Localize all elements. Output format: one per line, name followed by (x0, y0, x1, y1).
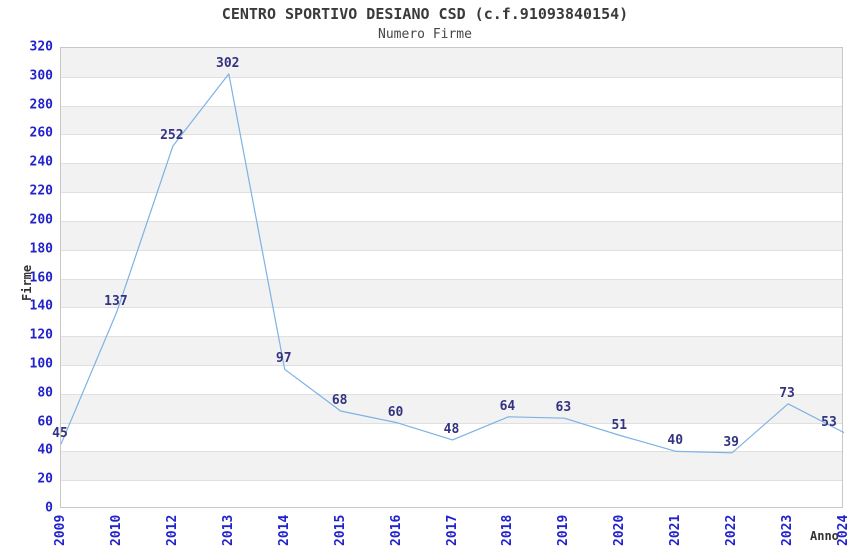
data-point-label: 68 (331, 393, 348, 409)
x-axis-tick-label: 2020 (612, 514, 628, 546)
data-point-label: 60 (387, 404, 404, 420)
x-axis-tick-label: 2010 (108, 514, 124, 546)
data-point-label: 39 (723, 434, 739, 450)
x-axis-tick-label: 2021 (668, 514, 684, 546)
y-axis-tick-label: 200 (29, 212, 53, 228)
x-axis-title: Anno (810, 529, 839, 543)
x-axis-tick-label: 2012 (164, 514, 180, 546)
x-axis-tick-label: 2018 (500, 514, 516, 546)
x-axis-tick-label: 2024 (836, 514, 850, 546)
gridline (61, 336, 842, 338)
data-point-label: 252 (160, 127, 184, 143)
x-axis-tick-label: 2019 (556, 514, 572, 546)
plot-band (61, 336, 842, 365)
y-axis-tick-label: 260 (29, 125, 53, 141)
y-axis-tick-label: 240 (29, 154, 53, 170)
x-axis-tick-label: 2014 (276, 514, 292, 546)
data-point-label: 51 (611, 417, 628, 433)
y-axis-tick-label: 140 (29, 298, 53, 314)
series-polyline (60, 73, 845, 454)
plot-band (61, 163, 842, 193)
y-axis-tick-label: 80 (37, 385, 53, 401)
y-axis-tick-label: 320 (29, 39, 53, 55)
data-point-label: 64 (499, 398, 516, 414)
plot-area (60, 47, 845, 508)
gridline (61, 76, 842, 78)
y-axis-tick-label: 60 (37, 414, 53, 430)
plot-band (61, 393, 842, 423)
y-axis-tick-label: 280 (29, 97, 53, 113)
gridline (61, 422, 842, 424)
gridline (61, 307, 842, 309)
chart-title: CENTRO SPORTIVO DESIANO CSD (c.f.9109384… (221, 5, 629, 23)
data-point-label: 63 (555, 400, 572, 416)
line-series (60, 73, 845, 454)
data-point-label: 45 (52, 426, 68, 442)
y-axis-tick-label: 0 (45, 500, 53, 516)
gridline (61, 105, 842, 107)
plot-band (61, 220, 842, 250)
x-axis-tick-label: 2016 (388, 514, 404, 546)
x-axis-tick-label: 2023 (780, 514, 796, 546)
y-axis-tick-label: 180 (29, 241, 53, 257)
y-axis-tick-label: 120 (29, 327, 53, 343)
chart-subtitle: Numero Firme (378, 27, 472, 42)
data-point-label: 40 (667, 433, 684, 449)
x-axis-tick-label: 2013 (220, 514, 236, 546)
plot-band (61, 48, 842, 77)
x-axis-tick-label: 2009 (53, 514, 68, 546)
y-axis-tick-label: 100 (29, 356, 53, 372)
gridline (61, 134, 842, 136)
data-point-label: 302 (216, 55, 240, 71)
gridline (61, 163, 842, 165)
data-point-label: 48 (443, 421, 460, 437)
x-axis-tick-label: 2015 (332, 514, 348, 546)
x-axis-tick-label: 2017 (444, 514, 460, 546)
data-point-label: 137 (104, 293, 128, 309)
gridline (61, 393, 842, 395)
y-axis-tick-label: 160 (29, 270, 53, 285)
plot-band (61, 278, 842, 308)
data-point-label: 97 (275, 351, 292, 367)
y-axis-tick-label: 300 (29, 68, 53, 84)
data-point-label: 73 (779, 385, 795, 401)
gridline (61, 220, 842, 222)
x-axis-tick-label: 2022 (724, 514, 740, 546)
gridline (61, 278, 842, 280)
plot-band (61, 451, 842, 481)
data-point-label: 53 (821, 414, 837, 430)
y-axis-tick-label: 20 (37, 471, 53, 487)
gridline (61, 480, 842, 482)
plot-band (61, 105, 842, 135)
gridline (61, 249, 842, 251)
gridline (61, 364, 842, 366)
gridline (61, 192, 842, 194)
gridline (61, 451, 842, 453)
y-axis-tick-label: 40 (37, 442, 53, 458)
y-axis-tick-label: 220 (29, 183, 53, 199)
